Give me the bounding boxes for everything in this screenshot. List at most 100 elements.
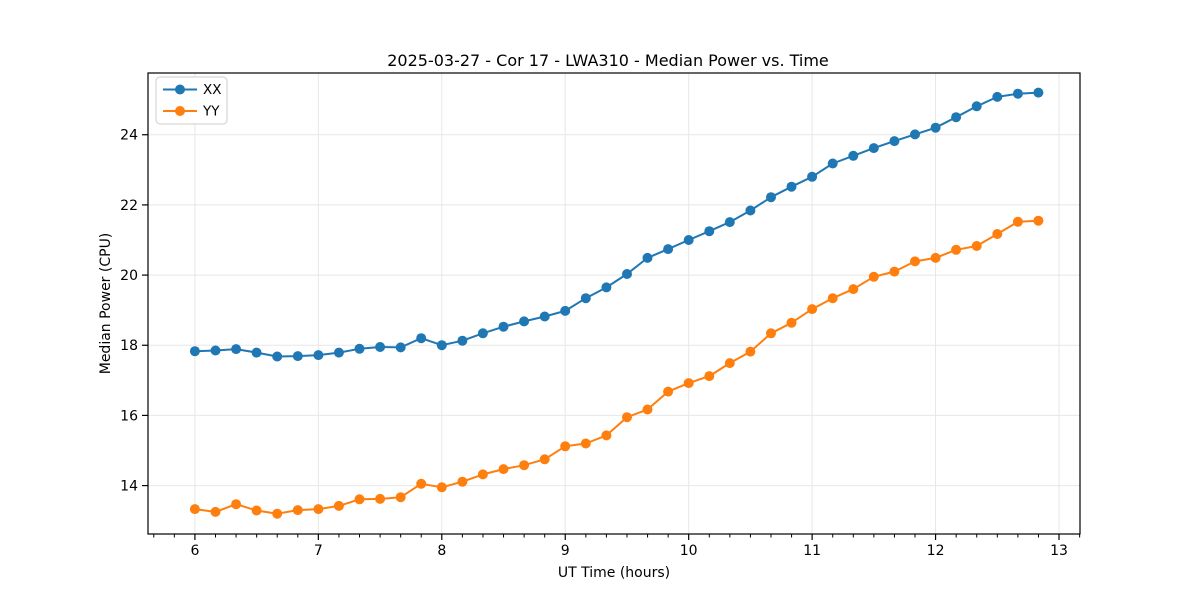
data-point-yy xyxy=(292,505,303,516)
data-point-yy xyxy=(539,454,550,465)
data-point-yy xyxy=(498,464,509,475)
plot-border xyxy=(147,72,1081,535)
data-point-xx xyxy=(231,344,242,355)
data-point-xx xyxy=(580,293,591,304)
data-point-yy xyxy=(807,304,818,315)
data-point-xx xyxy=(354,343,365,354)
data-point-xx xyxy=(313,350,324,361)
legend: XX YY xyxy=(155,76,228,125)
data-point-xx xyxy=(539,311,550,322)
y-tick-label: 20 xyxy=(120,268,138,284)
data-point-yy xyxy=(848,284,859,295)
data-point-yy xyxy=(704,371,715,382)
y-axis-label: Median Power (CPU) xyxy=(98,233,114,375)
data-point-yy xyxy=(519,460,530,471)
data-point-xx xyxy=(868,143,879,154)
data-point-xx xyxy=(848,150,859,161)
data-point-yy xyxy=(1033,215,1044,226)
data-point-xx xyxy=(375,342,386,352)
x-tick-label: 12 xyxy=(927,543,945,559)
data-point-xx xyxy=(951,112,962,123)
data-point-yy xyxy=(889,266,900,277)
data-point-xx xyxy=(786,181,797,192)
data-point-xx xyxy=(519,316,530,327)
data-point-xx xyxy=(416,333,427,344)
x-tick-label: 8 xyxy=(437,543,446,559)
x-tick-label: 11 xyxy=(803,543,821,559)
data-point-xx xyxy=(807,171,818,182)
data-point-yy xyxy=(951,244,962,255)
data-point-yy xyxy=(436,482,447,493)
data-point-xx xyxy=(272,351,283,362)
data-point-yy xyxy=(601,430,612,441)
grid-lines xyxy=(148,73,1080,534)
axis-ticks xyxy=(142,134,1081,540)
data-point-yy xyxy=(416,478,427,489)
data-point-xx xyxy=(1012,88,1023,99)
data-point-xx xyxy=(601,282,612,293)
y-tick-label: 18 xyxy=(120,338,138,354)
data-point-yy xyxy=(745,346,756,357)
data-point-xx xyxy=(622,269,632,279)
data-point-xx xyxy=(683,235,694,245)
data-point-yy xyxy=(683,378,694,389)
chart-title: 2025-03-27 - Cor 17 - LWA310 - Median Po… xyxy=(387,51,829,70)
data-point-xx xyxy=(498,321,509,332)
legend-marker-yy xyxy=(175,106,185,116)
data-point-yy xyxy=(395,492,406,503)
data-point-xx xyxy=(1033,87,1044,98)
data-point-xx xyxy=(333,347,344,358)
data-point-yy xyxy=(622,412,632,423)
data-point-yy xyxy=(642,404,653,415)
series-layer xyxy=(189,87,1044,519)
data-point-xx xyxy=(766,192,776,203)
data-point-xx xyxy=(889,136,900,147)
data-point-yy xyxy=(971,241,982,251)
data-point-yy xyxy=(992,229,1003,239)
data-point-xx xyxy=(292,351,303,362)
data-point-yy xyxy=(1012,216,1023,227)
tick-labels: 6 7 8 9 10 11 12 13 14 16 18 20 22 24 xyxy=(120,128,1068,559)
data-point-xx xyxy=(910,129,920,140)
data-point-yy xyxy=(333,500,344,511)
data-point-yy xyxy=(251,505,262,516)
y-tick-label: 16 xyxy=(120,408,138,424)
x-tick-label: 9 xyxy=(561,543,570,559)
data-point-xx xyxy=(560,305,571,316)
legend-label-xx: XX xyxy=(203,82,222,98)
data-point-xx xyxy=(642,252,653,263)
data-point-xx xyxy=(477,328,488,339)
data-point-yy xyxy=(663,386,674,397)
legend-marker-xx xyxy=(175,84,185,95)
x-tick-label: 6 xyxy=(190,543,199,559)
data-point-yy xyxy=(477,469,488,480)
data-point-yy xyxy=(560,441,571,452)
data-point-yy xyxy=(354,494,365,505)
data-point-xx xyxy=(827,158,838,169)
data-point-xx xyxy=(930,122,941,133)
data-point-xx xyxy=(704,226,715,237)
data-point-yy xyxy=(724,358,735,369)
y-tick-label: 22 xyxy=(120,198,138,214)
data-point-xx xyxy=(251,347,262,358)
data-point-yy xyxy=(189,504,200,515)
data-point-yy xyxy=(827,293,838,304)
axes-frame xyxy=(147,72,1081,535)
data-point-yy xyxy=(930,252,941,263)
data-point-yy xyxy=(786,317,797,328)
data-point-yy xyxy=(580,438,591,449)
data-point-xx xyxy=(189,346,200,357)
data-point-xx xyxy=(745,205,756,216)
data-point-xx xyxy=(663,244,674,255)
data-point-xx xyxy=(395,342,406,353)
data-point-yy xyxy=(272,508,283,519)
data-point-xx xyxy=(457,335,468,346)
data-point-yy xyxy=(766,328,776,339)
x-tick-label: 13 xyxy=(1050,543,1068,559)
x-tick-label: 7 xyxy=(314,543,323,559)
data-point-yy xyxy=(210,506,221,517)
x-tick-label: 10 xyxy=(680,543,698,559)
y-tick-label: 14 xyxy=(120,479,138,495)
